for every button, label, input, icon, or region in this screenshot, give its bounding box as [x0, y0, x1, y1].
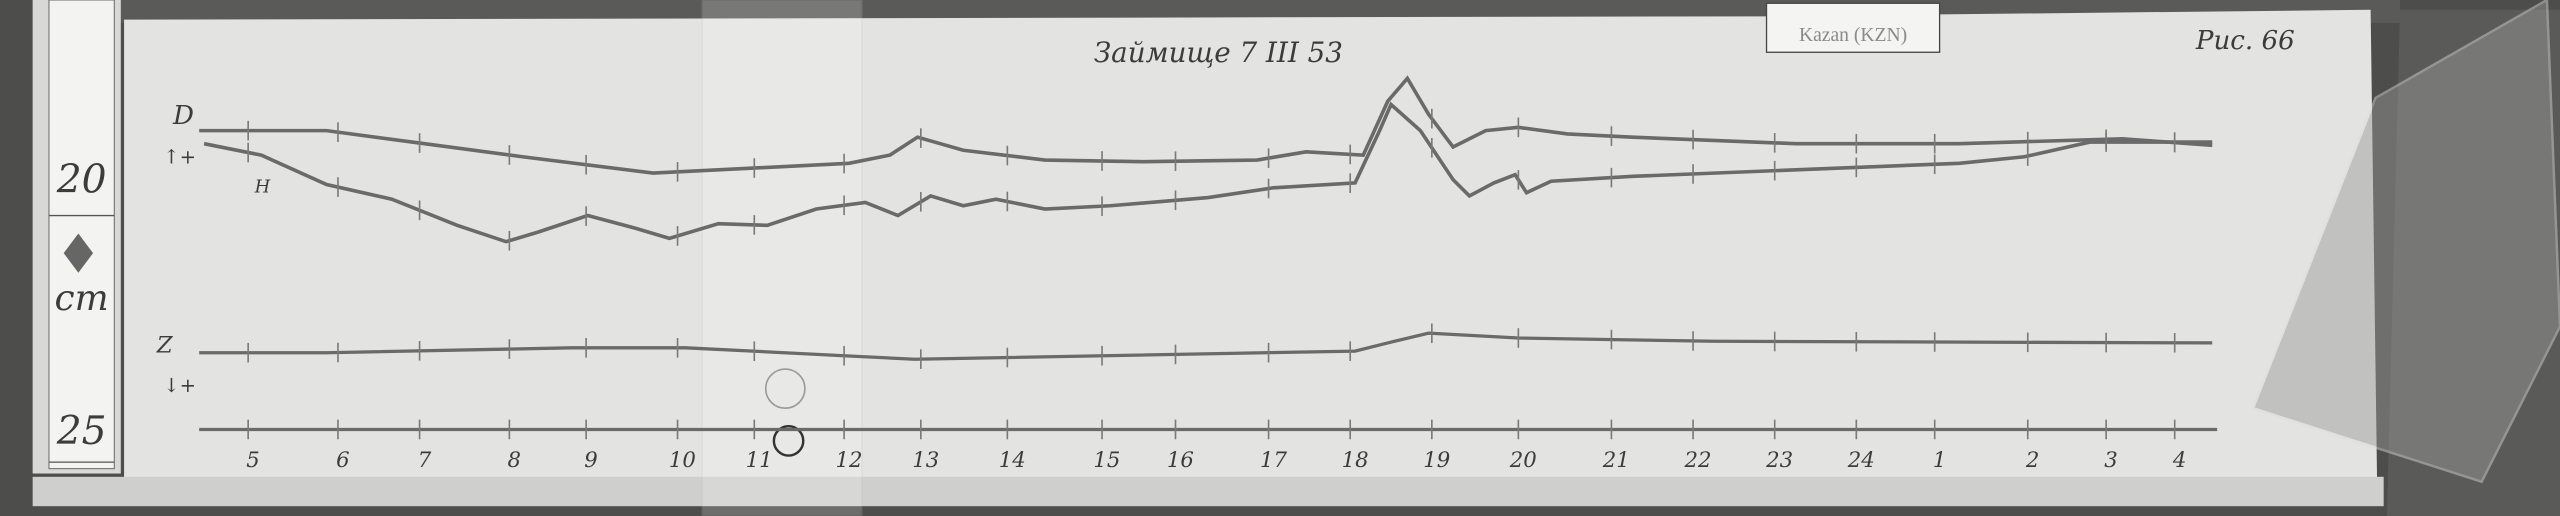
hour-label: 8	[508, 448, 522, 473]
ruler-unit: cm	[55, 278, 109, 319]
station-label-card	[1765, 2, 1941, 53]
hour-label: 17	[1260, 448, 1287, 473]
strip-hole	[772, 424, 805, 457]
hour-label: 13	[912, 448, 939, 473]
hour-label: 2	[2025, 448, 2040, 473]
glass-pane	[2251, 0, 2560, 484]
hour-label: 4	[2172, 448, 2187, 473]
magnetogram-paper	[124, 9, 2378, 487]
hour-label: 5	[246, 448, 260, 473]
hour-label: 3	[2104, 448, 2118, 473]
record-heading: Займище 7 III 53	[1094, 36, 1343, 69]
hour-labels: 5 6 7 8 9 10 11 12 13 14 15 16 17 18 19 20 21 22 23 24 1 2 3 4	[246, 448, 2186, 473]
hour-label: 7	[418, 448, 432, 473]
station-label: Kazan (KZN)	[1799, 25, 1907, 46]
trace-label-z: Z	[156, 333, 174, 359]
strip-hole	[764, 368, 806, 410]
trace-h	[203, 101, 2213, 244]
hour-label: 14	[999, 448, 1026, 473]
trace-z-direction: ↓+	[163, 374, 196, 397]
hour-label: 12	[835, 448, 862, 473]
transparent-strip	[701, 0, 863, 516]
hour-label: 15	[1093, 448, 1120, 473]
trace-d-direction: ↑+	[163, 145, 196, 168]
ruler-strip	[48, 0, 115, 470]
bottom-frame	[32, 476, 2384, 507]
hour-label: 22	[1683, 448, 1711, 473]
hour-label: 9	[584, 448, 598, 473]
hour-label: 19	[1423, 448, 1450, 473]
ruler-mark-25: 25	[56, 409, 107, 454]
hour-label: 21	[1602, 448, 1630, 473]
ruler-mark-20: 20	[56, 158, 107, 203]
hour-label: 23	[1765, 448, 1793, 473]
page-number: Рис. 66	[2195, 26, 2295, 56]
hour-label: 11	[746, 448, 773, 473]
hour-label: 20	[1509, 448, 1537, 473]
trace-label-d: D	[172, 101, 194, 131]
ruler-stamp-icon	[63, 233, 94, 273]
hour-label: 18	[1342, 448, 1369, 473]
hour-label: 6	[336, 448, 350, 473]
trace-z	[199, 331, 2213, 361]
trace-label-h: H	[254, 177, 271, 198]
hour-label: 24	[1847, 448, 1875, 473]
hour-label: 10	[669, 448, 696, 473]
hour-ticks	[247, 108, 2176, 440]
hour-label: 16	[1167, 448, 1194, 473]
right-wood	[2386, 9, 2560, 516]
hour-label: 1	[1933, 448, 1947, 473]
